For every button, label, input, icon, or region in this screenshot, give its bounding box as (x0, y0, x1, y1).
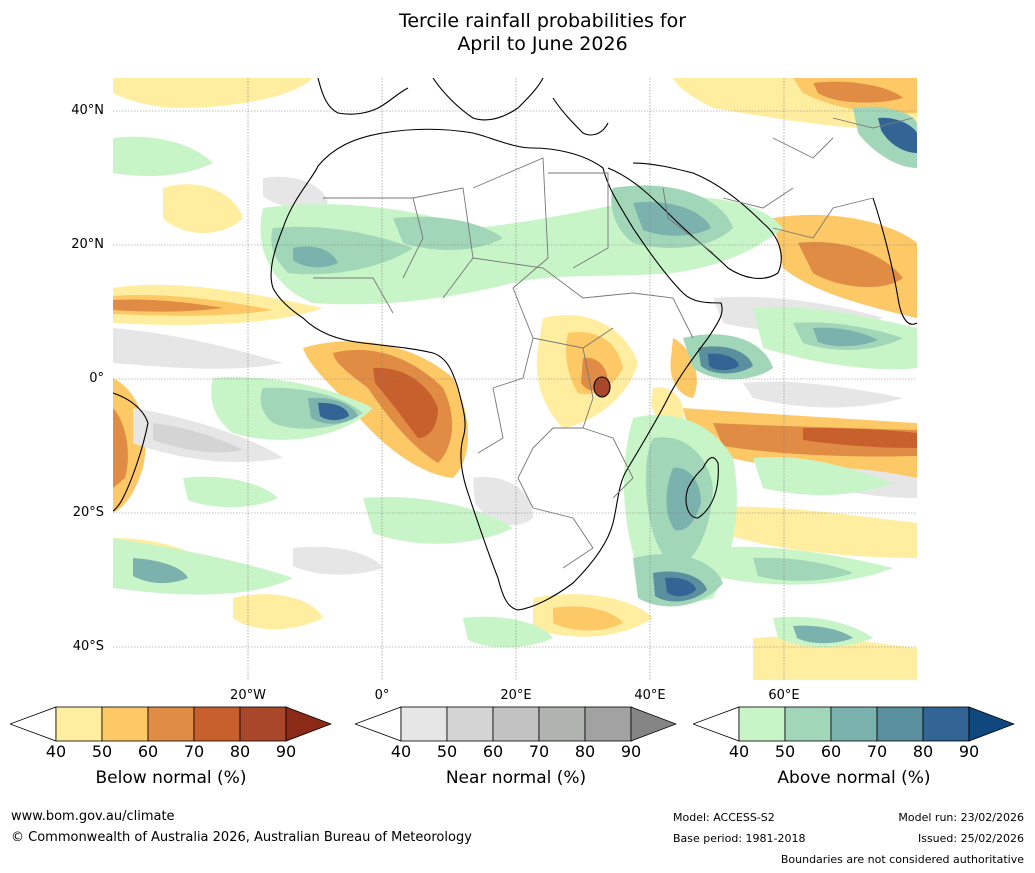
coastlines (113, 78, 917, 611)
issued-date: Issued: 25/02/2026 (917, 832, 1024, 845)
tick-label: 70 (866, 742, 888, 761)
colorbar-below-normal (8, 706, 333, 746)
colorbar-below-normal-swatches (8, 706, 333, 742)
model-run-date: Model run: 23/02/2026 (898, 811, 1024, 824)
country-boundaries (313, 117, 914, 569)
map-title: Tercile rainfall probabilities for April… (0, 10, 1035, 56)
tick-label: 60 (137, 742, 159, 761)
colorbar-near-normal-swatches (353, 706, 678, 742)
lat-label-0: 0° (89, 371, 104, 386)
colorbar-near-normal (353, 706, 678, 746)
website-link[interactable]: www.bom.gov.au/climate (11, 809, 175, 824)
map-canvas (113, 78, 917, 680)
lon-label-60e: 60°E (768, 688, 800, 703)
tick-label: 80 (229, 742, 251, 761)
colorbar-near-normal-label: Near normal (%) (445, 768, 587, 788)
graticule (113, 78, 917, 680)
tick-label: 40 (728, 742, 750, 761)
colorbar-above-normal-swatches (691, 706, 1016, 742)
tick-label: 60 (482, 742, 504, 761)
colorbar-above-normal (691, 706, 1016, 746)
lon-label-0: 0° (374, 688, 390, 703)
tick-label: 80 (912, 742, 934, 761)
tick-label: 40 (390, 742, 412, 761)
tick-label: 80 (574, 742, 596, 761)
base-period: Base period: 1981-2018 (673, 832, 806, 845)
tick-label: 50 (436, 742, 458, 761)
lat-label-20s: 20°S (72, 505, 104, 520)
copyright-text: © Commonwealth of Australia 2026, Austra… (11, 830, 472, 845)
lat-label-40n: 40°N (71, 103, 104, 118)
tick-label: 90 (958, 742, 980, 761)
tick-label: 90 (275, 742, 297, 761)
tick-label: 70 (183, 742, 205, 761)
lat-label-40s: 40°S (72, 639, 104, 654)
tick-label: 40 (45, 742, 67, 761)
tick-label: 50 (774, 742, 796, 761)
colorbar-below-normal-label: Below normal (%) (95, 768, 247, 788)
title-line-1: Tercile rainfall probabilities for (398, 10, 687, 32)
title-line-2: April to June 2026 (457, 33, 628, 55)
model-name: Model: ACCESS-S2 (673, 811, 775, 824)
tick-label: 90 (620, 742, 642, 761)
tick-label: 50 (91, 742, 113, 761)
lon-label-20e: 20°E (500, 688, 532, 703)
tick-label: 60 (820, 742, 842, 761)
lon-label-20w: 20°W (230, 688, 266, 703)
tick-label: 70 (528, 742, 550, 761)
rainfall-probability-map (113, 78, 917, 680)
colorbar-above-normal-label: Above normal (%) (777, 768, 931, 788)
lat-label-20n: 20°N (71, 237, 104, 252)
boundaries-disclaimer: Boundaries are not considered authoritat… (780, 853, 1024, 866)
lon-label-40e: 40°E (634, 688, 666, 703)
